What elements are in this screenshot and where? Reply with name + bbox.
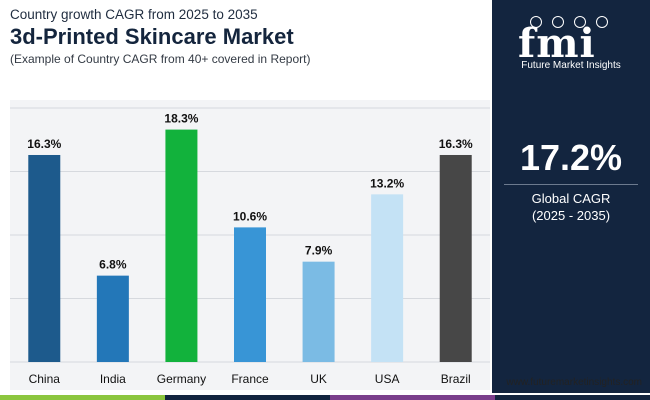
bar-chart: 16.3% China 6.8% India 18.3% Germany 10.6% Fran… (10, 107, 490, 386)
x-tick-label-brazil: Brazil (441, 372, 471, 386)
x-tick-label-china: China (29, 372, 61, 386)
bottom-bar-segment (330, 395, 495, 400)
bar-india (96, 275, 129, 362)
logo-icons (530, 12, 612, 28)
chart-subtitle: (Example of Country CAGR from 40+ covere… (10, 52, 311, 66)
data-label-brazil: 16.3% (439, 137, 473, 151)
global-cagr-value: 17.2% (519, 137, 623, 178)
x-tick-label-uk: UK (310, 372, 327, 386)
global-cagr-period: (2025 - 2035) (531, 208, 611, 223)
bar-usa (371, 194, 404, 362)
data-label-germany: 18.3% (164, 112, 198, 126)
bar-france (234, 227, 266, 362)
logo-mark: fmi (518, 20, 596, 67)
bar-uk (302, 261, 335, 362)
bottom-color-bar (0, 395, 650, 400)
website-link[interactable]: www.futuremarketinsights.com (506, 377, 642, 388)
logo-text: Future Market Insights (521, 60, 621, 71)
stat-divider (504, 184, 638, 185)
data-label-india: 6.8% (99, 258, 127, 272)
global-cagr-label: Global CAGR (531, 191, 611, 206)
side-panel: fmi Future Market Insights 17.2% Global … (492, 0, 650, 393)
chart-title: 3d-Printed Skincare Market (10, 24, 294, 49)
bottom-bar-segment (0, 395, 165, 400)
bottom-bar-segment (495, 395, 650, 400)
x-tick-label-usa: USA (375, 372, 400, 386)
logo-circle-icon (552, 16, 564, 28)
logo-circle-icon (530, 16, 542, 28)
bar-china (28, 154, 61, 362)
bar-brazil (439, 154, 472, 362)
data-label-uk: 7.9% (305, 244, 333, 258)
chart-area: 16.3% China 6.8% India 18.3% Germany 10.6% Fran… (10, 100, 490, 390)
chart-header: Country growth CAGR from 2025 to 2035 3d… (10, 6, 310, 67)
data-label-usa: 13.2% (370, 176, 404, 190)
x-tick-label-india: India (100, 372, 126, 386)
data-label-france: 10.6% (233, 209, 267, 223)
logo-circle-icon (574, 16, 586, 28)
x-tick-label-france: France (231, 372, 269, 386)
logo-circle-icon (596, 16, 608, 28)
data-label-china: 16.3% (27, 137, 61, 151)
x-tick-label-germany: Germany (157, 372, 206, 386)
chart-supertitle: Country growth CAGR from 2025 to 2035 (10, 7, 258, 22)
bottom-bar-segment (165, 395, 330, 400)
bar-germany (165, 129, 198, 362)
